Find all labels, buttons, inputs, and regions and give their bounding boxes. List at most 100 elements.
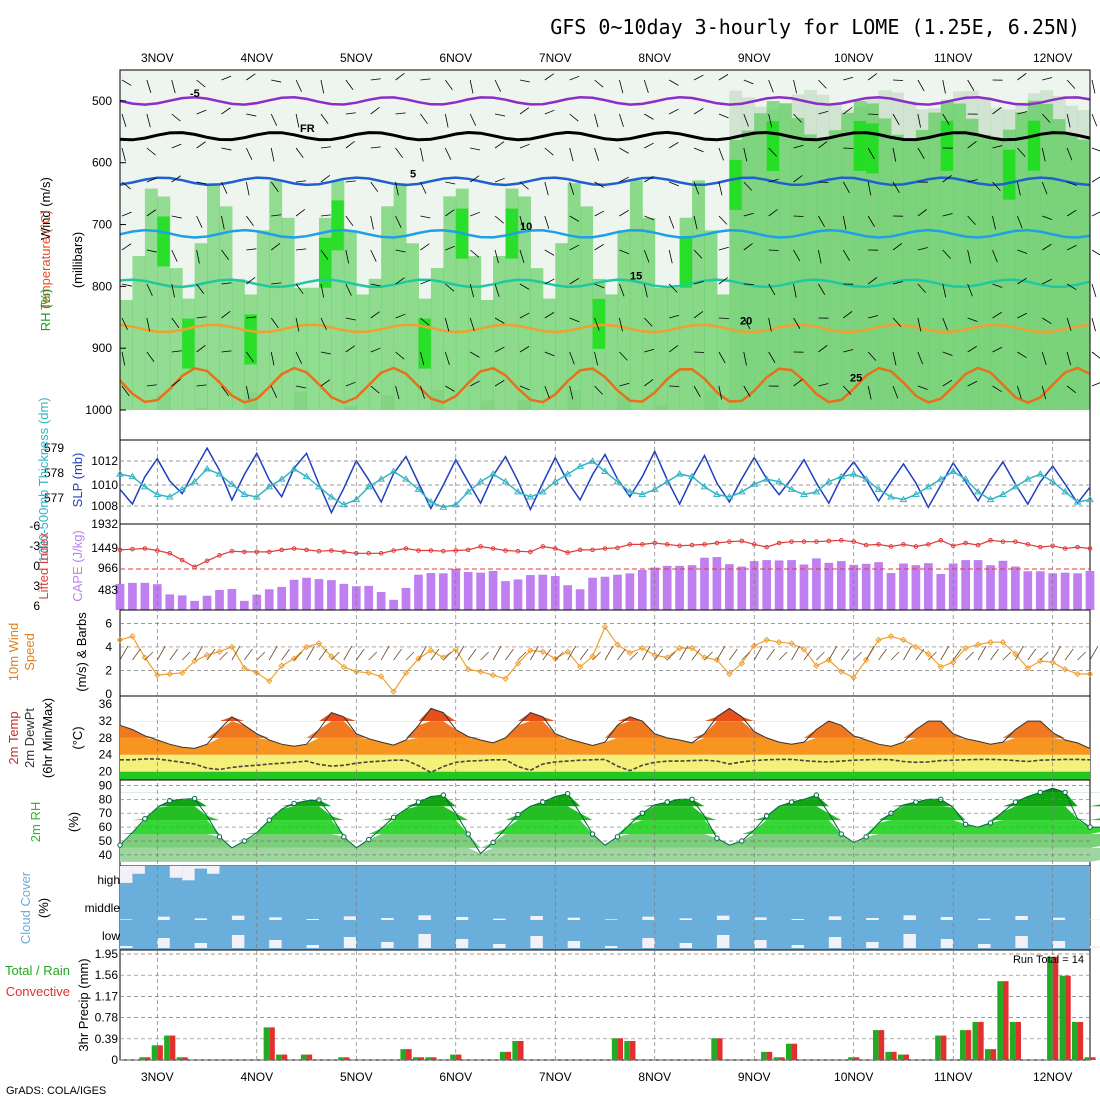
top-date-label: 9NOV bbox=[738, 51, 771, 65]
cape-bar bbox=[202, 595, 212, 610]
thickness-marker bbox=[1073, 498, 1082, 505]
top-date-label: 5NOV bbox=[340, 51, 373, 65]
rh-shade-bright bbox=[244, 314, 257, 365]
wind-barb bbox=[221, 350, 232, 353]
thickness-marker bbox=[327, 493, 336, 500]
precip-total-bar bbox=[450, 1054, 456, 1060]
wind-barb bbox=[444, 113, 449, 128]
wind-barb bbox=[965, 651, 974, 661]
wind-barb bbox=[644, 142, 654, 149]
wind-barb bbox=[430, 648, 440, 661]
wind-speed-marker bbox=[315, 640, 323, 647]
wind-speed-marker bbox=[477, 668, 484, 675]
cloud-clear-bar bbox=[1090, 919, 1100, 920]
wind-barb bbox=[420, 385, 425, 399]
wind-barb bbox=[594, 181, 605, 188]
wind-barb bbox=[868, 113, 879, 115]
millibars-axis-label: (millibars) bbox=[70, 232, 85, 288]
wind-speed-marker bbox=[875, 636, 882, 644]
wind-barb bbox=[469, 283, 475, 298]
wind-barb bbox=[245, 147, 253, 160]
cape-bars-li-line: 1932 1449 966 483 -6 -3 0 3 6 bbox=[29, 517, 1095, 613]
cape-bar bbox=[351, 586, 361, 610]
cape-tick-label: 1449 bbox=[91, 541, 118, 555]
cape-bar bbox=[289, 579, 299, 610]
lifted-index-marker bbox=[602, 546, 608, 551]
lifted-index-marker bbox=[1000, 539, 1006, 544]
wind-barb bbox=[1064, 648, 1074, 661]
wind-barb bbox=[818, 345, 828, 353]
lifted-index-marker bbox=[975, 542, 981, 548]
rh-shade-green bbox=[368, 278, 382, 410]
wind-barb bbox=[967, 215, 976, 225]
cloud-clear-bar bbox=[642, 916, 655, 920]
wind-barb bbox=[171, 175, 181, 183]
cape-bar bbox=[438, 573, 448, 610]
top-date-label: 11NOV bbox=[934, 51, 972, 65]
cape-bar bbox=[215, 589, 224, 610]
rh-shade-bright bbox=[592, 298, 605, 349]
wind-barb bbox=[569, 75, 580, 81]
wind-barb bbox=[295, 113, 300, 128]
wind-barb bbox=[370, 311, 380, 319]
precip-convective-bar bbox=[406, 1049, 412, 1060]
cloud-clear-bar bbox=[1015, 936, 1028, 948]
wind-barb bbox=[569, 147, 574, 162]
wind-barb bbox=[1017, 249, 1028, 254]
cloud-clear-bar bbox=[194, 866, 208, 869]
rh2m-marker bbox=[117, 842, 123, 848]
wind-speed-marker bbox=[178, 669, 186, 677]
wind-speed-marker bbox=[900, 636, 907, 644]
lifted-index-marker bbox=[677, 543, 682, 549]
wind-speed-marker bbox=[228, 643, 236, 651]
wind-barb bbox=[917, 209, 927, 217]
thickness-marker bbox=[1023, 475, 1032, 482]
wind-barb bbox=[455, 645, 465, 661]
rh-shade-bright bbox=[853, 120, 867, 171]
slp-thickness-lines: 1012 1010 1008 579 578 577 bbox=[44, 441, 1094, 515]
wind-speed-marker bbox=[154, 671, 161, 679]
top-date-label: 4NOV bbox=[240, 51, 273, 65]
wind-barb bbox=[469, 249, 480, 258]
rh-shade-green bbox=[1015, 112, 1029, 410]
precip-total-bar bbox=[400, 1049, 407, 1060]
lifted-index-marker bbox=[1025, 542, 1031, 547]
wind-barb bbox=[743, 243, 753, 251]
wind-tick-label: 6 bbox=[105, 616, 112, 630]
wind-barb bbox=[766, 648, 775, 661]
wind-speed-marker bbox=[1037, 657, 1044, 665]
top-date-label: 8NOV bbox=[638, 51, 671, 65]
rh-shade-green bbox=[716, 294, 730, 410]
cape-bar bbox=[923, 563, 933, 610]
cloud-clear-bar bbox=[1090, 946, 1100, 948]
rh2m-marker bbox=[191, 795, 198, 802]
wind-speed-marker bbox=[838, 668, 845, 675]
wind-barb bbox=[942, 351, 953, 356]
lifted-index-marker bbox=[727, 539, 732, 544]
wind-barb bbox=[196, 249, 200, 264]
thickness-marker bbox=[364, 482, 373, 490]
cape-bar bbox=[911, 565, 921, 610]
wind-barb bbox=[842, 215, 847, 230]
wind-barb bbox=[1042, 243, 1052, 251]
wind-barb bbox=[569, 215, 580, 222]
cape-bar bbox=[190, 600, 199, 610]
cape-bar bbox=[948, 563, 958, 610]
wind-speed-marker bbox=[266, 677, 273, 685]
temp-tick-label: 24 bbox=[99, 748, 113, 762]
cape-bar bbox=[725, 564, 734, 610]
cape-bar bbox=[165, 594, 175, 610]
wind-barb bbox=[295, 351, 302, 364]
wind-speed-marker bbox=[713, 656, 721, 664]
precip-total-bar bbox=[960, 1030, 966, 1060]
rh-shade-green bbox=[903, 139, 917, 410]
wind-barb bbox=[992, 283, 1003, 288]
thickness-marker bbox=[899, 495, 908, 503]
rh2m-marker bbox=[540, 799, 546, 805]
lifted-index-marker bbox=[776, 540, 782, 546]
cape-bar bbox=[600, 576, 610, 610]
cloud-cover-bars: high middle low bbox=[85, 866, 1100, 950]
wind-barb bbox=[967, 179, 978, 183]
thickness-marker bbox=[203, 464, 211, 472]
precip-convective-bar bbox=[144, 1057, 151, 1060]
